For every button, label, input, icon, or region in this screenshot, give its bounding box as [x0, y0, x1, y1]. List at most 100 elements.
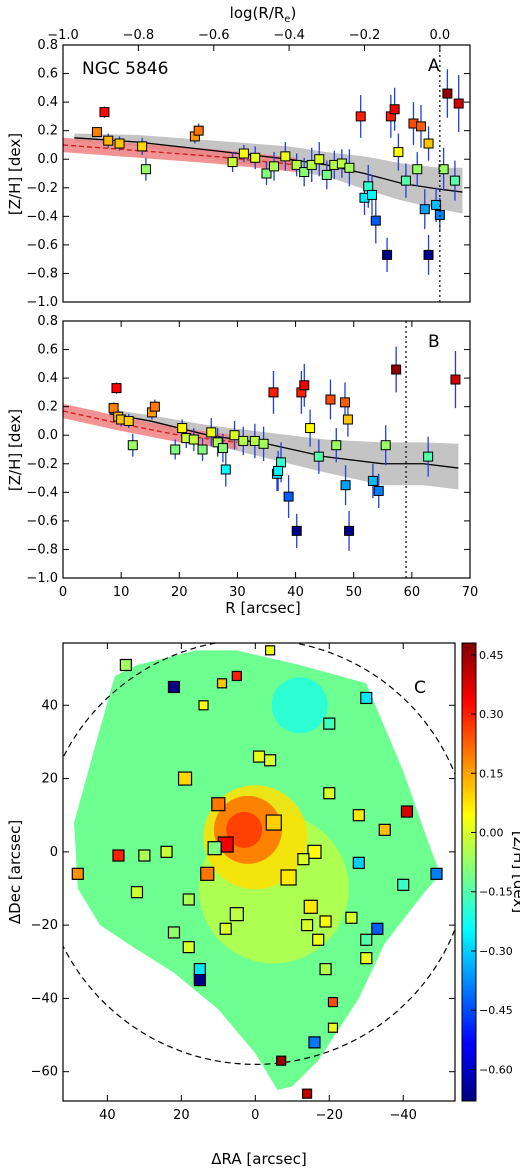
colorbar: [461, 642, 477, 1102]
x-tick-label: 50: [345, 585, 362, 600]
data-point: [140, 164, 151, 175]
map-square: [231, 670, 242, 682]
y-tick-label: −1.0: [26, 295, 58, 310]
data-point: [363, 181, 374, 192]
data-point: [367, 475, 378, 486]
map-low-region: [271, 677, 328, 734]
data-point: [177, 423, 188, 434]
data-point: [419, 204, 430, 215]
panel-b-points: [108, 364, 461, 536]
panel-b-frame: [62, 320, 471, 579]
data-point: [325, 394, 336, 405]
map-square: [352, 856, 365, 869]
data-point: [273, 465, 284, 476]
top-x-tick-label: −0.8: [123, 28, 155, 43]
data-point: [389, 104, 400, 115]
map-square: [360, 933, 373, 946]
y-tick-label: 0.6: [37, 343, 58, 358]
x-tick-label: −40: [390, 1108, 417, 1123]
confidence-band-area: [109, 409, 459, 490]
colorbar-tick-label: 0.00: [479, 827, 504, 840]
y-tick-label: −1.0: [26, 571, 58, 586]
data-point: [220, 464, 231, 475]
data-point: [291, 159, 302, 170]
panel-c-letter: C: [414, 678, 426, 698]
x-tick-label: 0: [59, 585, 67, 600]
map-square: [200, 866, 215, 881]
map-square: [360, 952, 373, 965]
data-point: [431, 199, 442, 210]
y-tick-label: −0.8: [26, 542, 58, 557]
top-x-tick-label: −0.4: [273, 28, 305, 43]
panel-c-ticks: 40 20 0 −20 −40 −60 −40 −20 0 20 40: [31, 643, 455, 1123]
data-point: [438, 164, 449, 175]
map-square: [307, 844, 322, 859]
map-square: [182, 893, 195, 906]
colorbar-tick-label: −0.45: [479, 1004, 513, 1017]
data-point: [108, 403, 119, 414]
data-point: [305, 423, 316, 434]
map-square: [400, 805, 414, 818]
map-square: [371, 922, 384, 935]
colorbar-tick-label: 0.15: [479, 767, 504, 780]
y-tick-label: −0.4: [26, 209, 58, 224]
data-point: [391, 364, 402, 375]
colorbar-tick-label: −0.30: [479, 945, 513, 958]
y-tick-label: −0.2: [26, 457, 58, 472]
data-point: [193, 125, 204, 136]
data-point: [188, 434, 199, 445]
map-square: [312, 933, 325, 946]
red-dashed-line: [63, 410, 238, 444]
panel-c-frame: [62, 642, 456, 1102]
data-point: [238, 148, 249, 159]
map-center: [226, 811, 263, 848]
panel-a-letter: A: [428, 56, 440, 76]
panel-a-points: [91, 88, 464, 260]
map-square: [264, 645, 276, 656]
y-tick-label: 0.0: [37, 428, 58, 443]
panel-c-ylabel: ΔDec [arcsec]: [6, 820, 24, 924]
top-x-tick-label: −0.2: [349, 28, 381, 43]
data-point: [280, 151, 291, 162]
data-point: [442, 88, 453, 99]
panel-c-squares: [71, 645, 443, 1099]
data-point: [450, 374, 461, 385]
map-square: [252, 750, 266, 763]
colorbar-tick-label: −0.15: [479, 886, 513, 899]
data-point: [400, 175, 411, 186]
colorbar-tick-label: 0.30: [479, 708, 504, 721]
colorbar-tick-label: 0.45: [479, 649, 504, 662]
data-point: [258, 438, 269, 449]
map-square: [297, 853, 310, 866]
map-square: [323, 787, 336, 800]
panel-b-confidence-band: [109, 409, 459, 490]
y-tick-label: 0.0: [37, 152, 58, 167]
data-point: [380, 440, 391, 451]
data-point: [373, 485, 384, 496]
top-x-tick-label: 0.0: [430, 28, 451, 43]
x-tick-label: 20: [173, 1108, 190, 1123]
panel-b-ylabel: [Z/H] [dex]: [6, 409, 24, 491]
panel-a-ylabel: [Z/H] [dex]: [6, 133, 24, 215]
panel-b: −1.0 −0.8 −0.6 −0.4 −0.2 0.0 0.2 0.4 0.6 0.8 0 10 20…: [6, 314, 478, 617]
data-point: [339, 397, 350, 408]
y-tick-label: 0.2: [37, 124, 58, 139]
map-square: [207, 841, 222, 856]
map-square: [300, 919, 314, 932]
data-point: [321, 169, 332, 180]
colorbar-tick-label: −0.60: [479, 1063, 513, 1076]
x-tick-label: 40: [287, 585, 304, 600]
map-square: [119, 658, 132, 672]
panel-a-ticks: −1.0−0.8−0.6−0.4−0.20.00.20.40.60.8−1.0−…: [26, 28, 470, 310]
data-point: [344, 162, 355, 173]
map-square: [319, 962, 332, 976]
y-tick-label: −60: [31, 1065, 58, 1080]
data-point: [344, 525, 355, 536]
data-point: [127, 440, 138, 451]
map-square: [327, 1022, 339, 1033]
trend-line-path: [109, 413, 459, 469]
map-square: [301, 1088, 313, 1099]
y-tick-label: 0.6: [37, 67, 58, 82]
data-point: [355, 111, 366, 122]
